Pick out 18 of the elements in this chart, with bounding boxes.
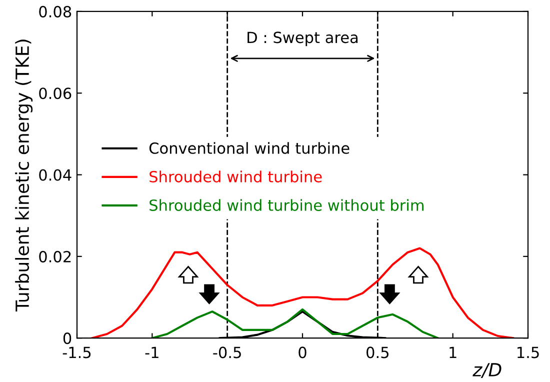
x-tick-label: -0.5	[213, 346, 241, 358]
x-axis-title: z/D	[472, 363, 502, 378]
y-tick-label: 0.08	[39, 6, 72, 18]
legend-label: Shrouded wind turbine	[150, 170, 322, 182]
x-tick-label: 1.5	[518, 346, 539, 358]
y-tick-label: 0.04	[39, 169, 72, 181]
x-tick-label: -1.5	[62, 346, 91, 358]
legend-label: Conventional wind turbine	[149, 142, 350, 154]
y-tick-label: 0	[63, 332, 72, 344]
x-tick-label: -1	[145, 346, 158, 358]
annotation: D : Swept area	[248, 32, 358, 46]
y-axis-title: Turbulent kinetic energy (TKE)	[15, 40, 33, 312]
x-tick-label: 0.5	[366, 346, 388, 358]
x-tick-label: 1	[450, 346, 456, 358]
legend-label: Shrouded wind turbine without brim	[150, 199, 424, 211]
x-tick-label: 0	[298, 346, 306, 358]
y-tick-label: 0.02	[39, 250, 71, 262]
y-tick-label: 0.06	[39, 88, 72, 100]
